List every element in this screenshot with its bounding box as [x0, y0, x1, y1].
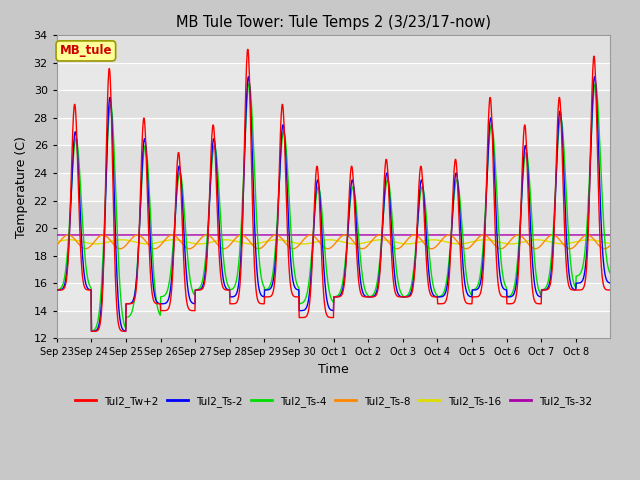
Bar — [57, 90, 611, 118]
Bar — [57, 145, 611, 173]
Bar — [57, 63, 611, 90]
Y-axis label: Temperature (C): Temperature (C) — [15, 136, 28, 238]
Title: MB Tule Tower: Tule Temps 2 (3/23/17-now): MB Tule Tower: Tule Temps 2 (3/23/17-now… — [176, 15, 491, 30]
Bar — [57, 201, 611, 228]
Bar — [57, 311, 611, 338]
Bar — [57, 256, 611, 283]
Text: MB_tule: MB_tule — [60, 45, 112, 58]
Legend: Tul2_Tw+2, Tul2_Ts-2, Tul2_Ts-4, Tul2_Ts-8, Tul2_Ts-16, Tul2_Ts-32: Tul2_Tw+2, Tul2_Ts-2, Tul2_Ts-4, Tul2_Ts… — [71, 392, 596, 411]
Bar — [57, 118, 611, 145]
Bar — [57, 228, 611, 256]
X-axis label: Time: Time — [318, 363, 349, 376]
Bar — [57, 36, 611, 63]
Bar — [57, 283, 611, 311]
Bar — [57, 173, 611, 201]
